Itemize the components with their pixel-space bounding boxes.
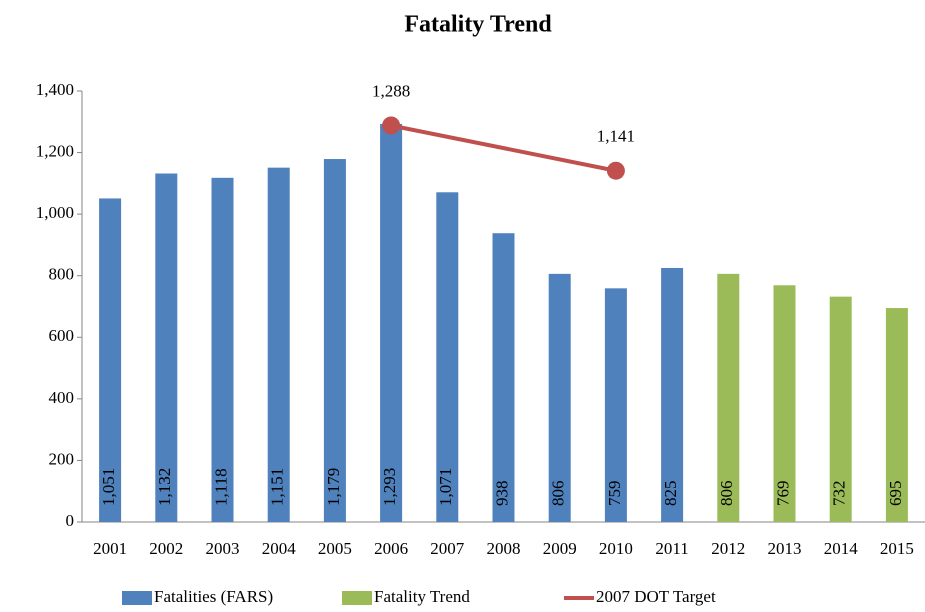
bar <box>829 296 852 522</box>
line <box>390 123 617 173</box>
bar <box>211 177 234 522</box>
bar <box>436 192 459 522</box>
data-label: 806 <box>549 481 568 507</box>
x-tick-label: 2005 <box>318 539 352 558</box>
data-label: 1,179 <box>324 468 343 506</box>
data-label: 759 <box>605 481 624 507</box>
y-tick-label: 0 <box>66 511 75 530</box>
data-label: 1,071 <box>436 468 455 506</box>
bar <box>380 123 403 523</box>
line-point <box>382 116 401 135</box>
x-tick-label: 2014 <box>824 539 859 558</box>
x-tick-label: 2013 <box>768 539 802 558</box>
y-tick-label: 200 <box>49 449 75 468</box>
bar <box>604 288 627 522</box>
y-tick-label: 1,200 <box>36 141 74 160</box>
y-tick-label: 800 <box>49 265 75 284</box>
x-tick-label: 2004 <box>262 539 297 558</box>
y-tick-label: 1,400 <box>36 80 74 99</box>
x-tick-label: 2009 <box>543 539 577 558</box>
data-label: 1,141 <box>597 127 635 146</box>
bar <box>661 268 684 522</box>
x-tick-label: 2003 <box>206 539 240 558</box>
data-label: 1,293 <box>380 468 399 506</box>
x-tick-label: 2010 <box>599 539 633 558</box>
bar <box>99 198 122 522</box>
x-tick-label: 2012 <box>711 539 745 558</box>
x-tick-label: 2007 <box>430 539 465 558</box>
legend-swatch <box>342 591 372 605</box>
x-tick-label: 2008 <box>487 539 521 558</box>
y-tick-label: 400 <box>49 388 75 407</box>
data-label: 806 <box>717 481 736 507</box>
y-tick-label: 1,000 <box>36 203 74 222</box>
legend-label: Fatalities (FARS) <box>154 587 273 606</box>
data-label: 1,288 <box>372 81 410 100</box>
bar <box>267 167 290 522</box>
data-label: 695 <box>886 481 905 507</box>
data-label: 1,051 <box>99 468 118 506</box>
data-label: 769 <box>773 481 792 507</box>
x-tick-label: 2006 <box>374 539 408 558</box>
chart-title: Fatality Trend <box>404 12 552 38</box>
x-tick-label: 2001 <box>93 539 127 558</box>
legend-label: 2007 DOT Target <box>596 587 716 606</box>
data-label: 1,151 <box>268 468 287 506</box>
bar <box>323 159 346 522</box>
line-point <box>606 161 625 180</box>
data-label: 732 <box>830 481 849 507</box>
x-tick-label: 2011 <box>655 539 688 558</box>
legend-label: Fatality Trend <box>374 587 470 606</box>
data-label: 825 <box>661 481 680 507</box>
data-label: 1,132 <box>155 468 174 506</box>
bar <box>717 273 740 522</box>
bar <box>492 233 515 523</box>
bar <box>885 308 908 522</box>
data-label: 938 <box>492 481 511 507</box>
bar <box>548 273 571 522</box>
bar <box>773 285 796 522</box>
x-tick-label: 2015 <box>880 539 914 558</box>
bar <box>155 173 178 522</box>
y-tick-label: 600 <box>49 326 75 345</box>
legend-swatch <box>122 591 152 605</box>
x-tick-label: 2002 <box>149 539 183 558</box>
data-label: 1,118 <box>211 468 230 506</box>
